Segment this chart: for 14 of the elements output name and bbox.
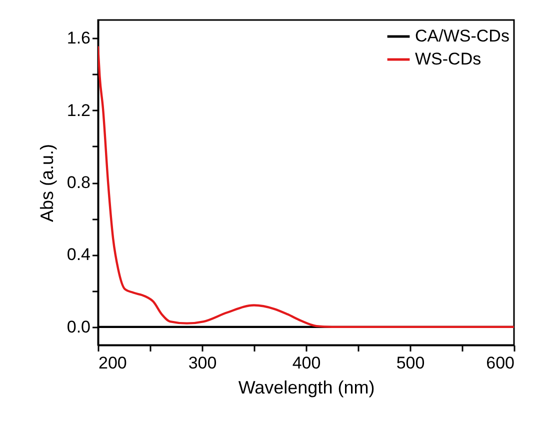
x-axis-title: Wavelength (nm)	[238, 378, 375, 398]
y-axis-title: Abs (a.u.)	[36, 144, 57, 222]
y-tick-label: 0.0	[66, 317, 90, 336]
legend-label: WS-CDs	[415, 50, 482, 68]
y-tick-label: 0.8	[66, 173, 90, 192]
x-tick-label: 300	[188, 354, 217, 372]
x-tick-label: 200	[98, 354, 127, 372]
x-tick-label: 500	[396, 354, 425, 372]
x-tick-label: 400	[292, 354, 321, 372]
y-tick-label: 1.2	[66, 100, 90, 120]
x-tick-label: 600	[486, 354, 514, 372]
legend-label: CA/WS-CDs	[415, 26, 510, 46]
y-tick-label: 0.4	[66, 245, 90, 264]
y-tick-label: 1.6	[66, 28, 90, 48]
